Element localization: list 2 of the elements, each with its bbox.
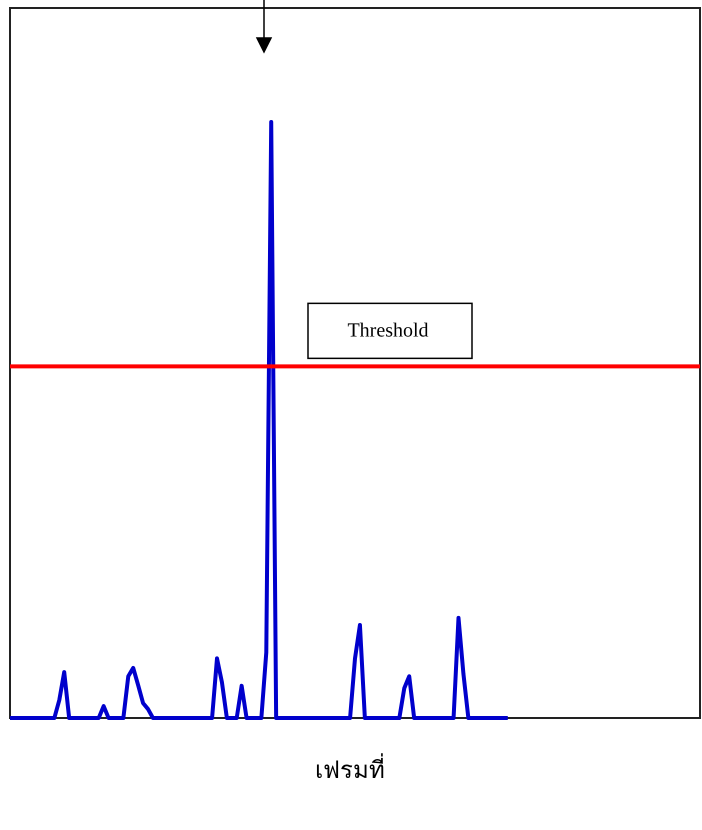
- x-axis-title: เฟรมที่: [315, 753, 385, 784]
- ref-line-label: Threshold: [347, 319, 429, 342]
